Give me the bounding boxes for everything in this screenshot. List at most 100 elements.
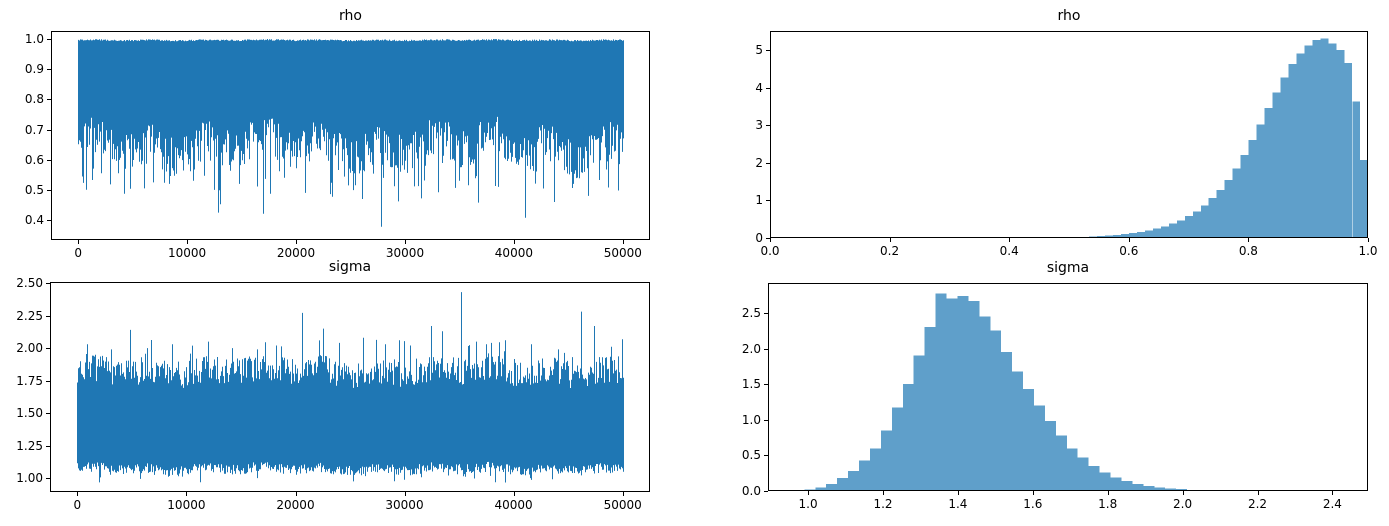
y-tick	[47, 159, 51, 161]
y-tick-label: 0.5	[24, 182, 44, 197]
histogram-bar	[1088, 466, 1100, 491]
histogram-bar	[1360, 160, 1368, 238]
y-tick-label: 4	[755, 80, 763, 95]
y-tick-label: 2.25	[16, 308, 43, 323]
y-tick	[764, 491, 768, 492]
y-tick	[764, 348, 768, 350]
histogram-bar	[1110, 477, 1122, 491]
x-tick	[513, 492, 515, 496]
x-tick	[186, 492, 188, 496]
histogram-bar	[1304, 45, 1313, 238]
histogram-bar	[880, 430, 892, 491]
x-tick-label: 2.4	[1322, 497, 1342, 511]
x-tick	[1107, 491, 1109, 495]
histogram-bar	[1089, 236, 1098, 238]
x-tick-label: 20000	[276, 246, 316, 260]
histogram-bar	[1121, 234, 1129, 238]
y-tick	[766, 162, 770, 164]
histogram-bar	[826, 483, 838, 491]
y-tick-label: 2.00	[16, 341, 43, 356]
y-tick-label: 1.0	[741, 412, 761, 427]
y-tick	[47, 69, 51, 71]
y-tick-label: 0.7	[24, 122, 44, 137]
histogram-bar	[1073, 237, 1082, 238]
x-tick	[404, 492, 406, 496]
histogram-bar	[1023, 389, 1034, 491]
plot-title-rho-trace: rho	[339, 8, 362, 24]
histogram-bar	[1160, 226, 1169, 238]
y-tick-label: 1.75	[16, 373, 43, 388]
x-tick-label: 1.0	[1358, 244, 1378, 258]
x-tick	[77, 492, 79, 496]
x-tick-label: 0	[74, 246, 83, 260]
histogram-bar	[1081, 236, 1090, 238]
x-tick-label: 30000	[385, 498, 424, 512]
x-tick-label: 1.6	[1023, 497, 1043, 511]
x-tick	[883, 491, 884, 495]
y-tick-label: 1.00	[16, 471, 43, 486]
histogram-bar	[1152, 228, 1161, 238]
histogram-bar	[924, 327, 936, 491]
y-tick-label: 0.4	[24, 213, 44, 228]
histogram-bar	[1099, 472, 1111, 491]
histogram-bar	[1144, 230, 1153, 238]
histogram-bar	[968, 300, 980, 491]
y-tick	[764, 419, 768, 421]
y-tick-label: 3	[755, 118, 763, 133]
histogram-bar	[859, 460, 870, 491]
y-tick	[47, 99, 51, 101]
x-tick-label: 10000	[167, 498, 206, 512]
x-tick	[405, 240, 406, 244]
y-tick	[46, 348, 50, 350]
x-tick	[187, 240, 189, 244]
histogram-bar	[1113, 234, 1122, 238]
histogram-bar	[1143, 486, 1155, 491]
x-tick	[513, 240, 515, 244]
histogram-bar	[1232, 168, 1241, 238]
histogram-bar	[869, 448, 881, 491]
x-tick	[770, 238, 771, 242]
y-tick	[46, 478, 50, 480]
y-tick-label: 1.0	[24, 32, 44, 46]
x-tick-label: 0.4	[999, 244, 1019, 258]
x-tick-label: 50000	[603, 246, 642, 260]
x-tick-label: 40000	[494, 498, 533, 512]
histogram-bar	[1033, 405, 1045, 491]
y-tick-label: 0.6	[24, 152, 44, 167]
plot-title-rho-histogram: rho	[1057, 8, 1081, 24]
y-tick-label: 0.8	[24, 92, 44, 107]
subplot-sigma-histogram: sigma 1.0 1.2 1.4 1.6 1.8 2.0 2.2 2.4 0.0 0.5 1.0 1…	[742, 260, 1368, 511]
histogram-bar	[1165, 488, 1177, 491]
x-tick-label: 0.8	[1238, 244, 1258, 258]
histogram-bar	[1216, 189, 1225, 238]
histogram-bar	[1129, 233, 1137, 238]
histogram-bar	[902, 384, 914, 491]
x-tick	[1009, 238, 1011, 242]
y-tick	[766, 87, 770, 89]
histogram-bar	[1264, 108, 1273, 238]
histogram-bar	[837, 478, 849, 491]
x-tick-label: 50000	[603, 498, 642, 512]
x-tick-label: 0.2	[880, 244, 900, 258]
x-tick	[889, 238, 891, 242]
y-tick	[766, 49, 770, 51]
x-tick	[295, 492, 297, 496]
histogram-bar	[1336, 49, 1345, 238]
histogram-bar	[1312, 40, 1321, 238]
y-tick	[766, 238, 770, 239]
histogram-bar	[1001, 352, 1013, 491]
y-tick-label: 5	[755, 42, 763, 57]
y-tick	[764, 312, 768, 314]
y-tick-label: 1.50	[16, 406, 43, 421]
subplot-rho-trace: rho 0 10000 20000 30000 40000 50000 0.4 0.5 0.6 0…	[25, 8, 650, 260]
histogram-bar	[979, 316, 991, 491]
histogram-bar	[1066, 448, 1078, 491]
histogram-bar	[935, 293, 947, 491]
x-tick-label: 1.2	[873, 497, 893, 511]
histogram-bar	[1105, 235, 1114, 238]
histogram-bar	[1097, 236, 1106, 238]
histogram-bar	[1184, 216, 1193, 238]
plot-title-sigma-trace: sigma	[328, 259, 372, 275]
histogram-bar	[1044, 421, 1056, 491]
